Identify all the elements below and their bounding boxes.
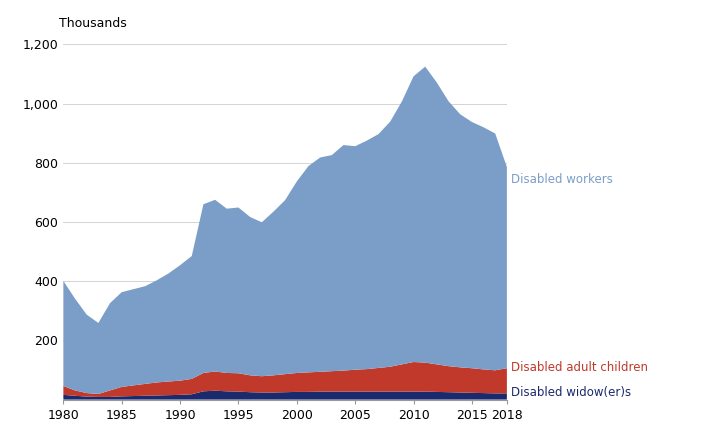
- Text: Thousands: Thousands: [59, 17, 127, 30]
- Text: Disabled widow(er)s: Disabled widow(er)s: [511, 386, 631, 399]
- Text: Disabled adult children: Disabled adult children: [511, 361, 648, 374]
- Text: Disabled workers: Disabled workers: [511, 173, 613, 186]
